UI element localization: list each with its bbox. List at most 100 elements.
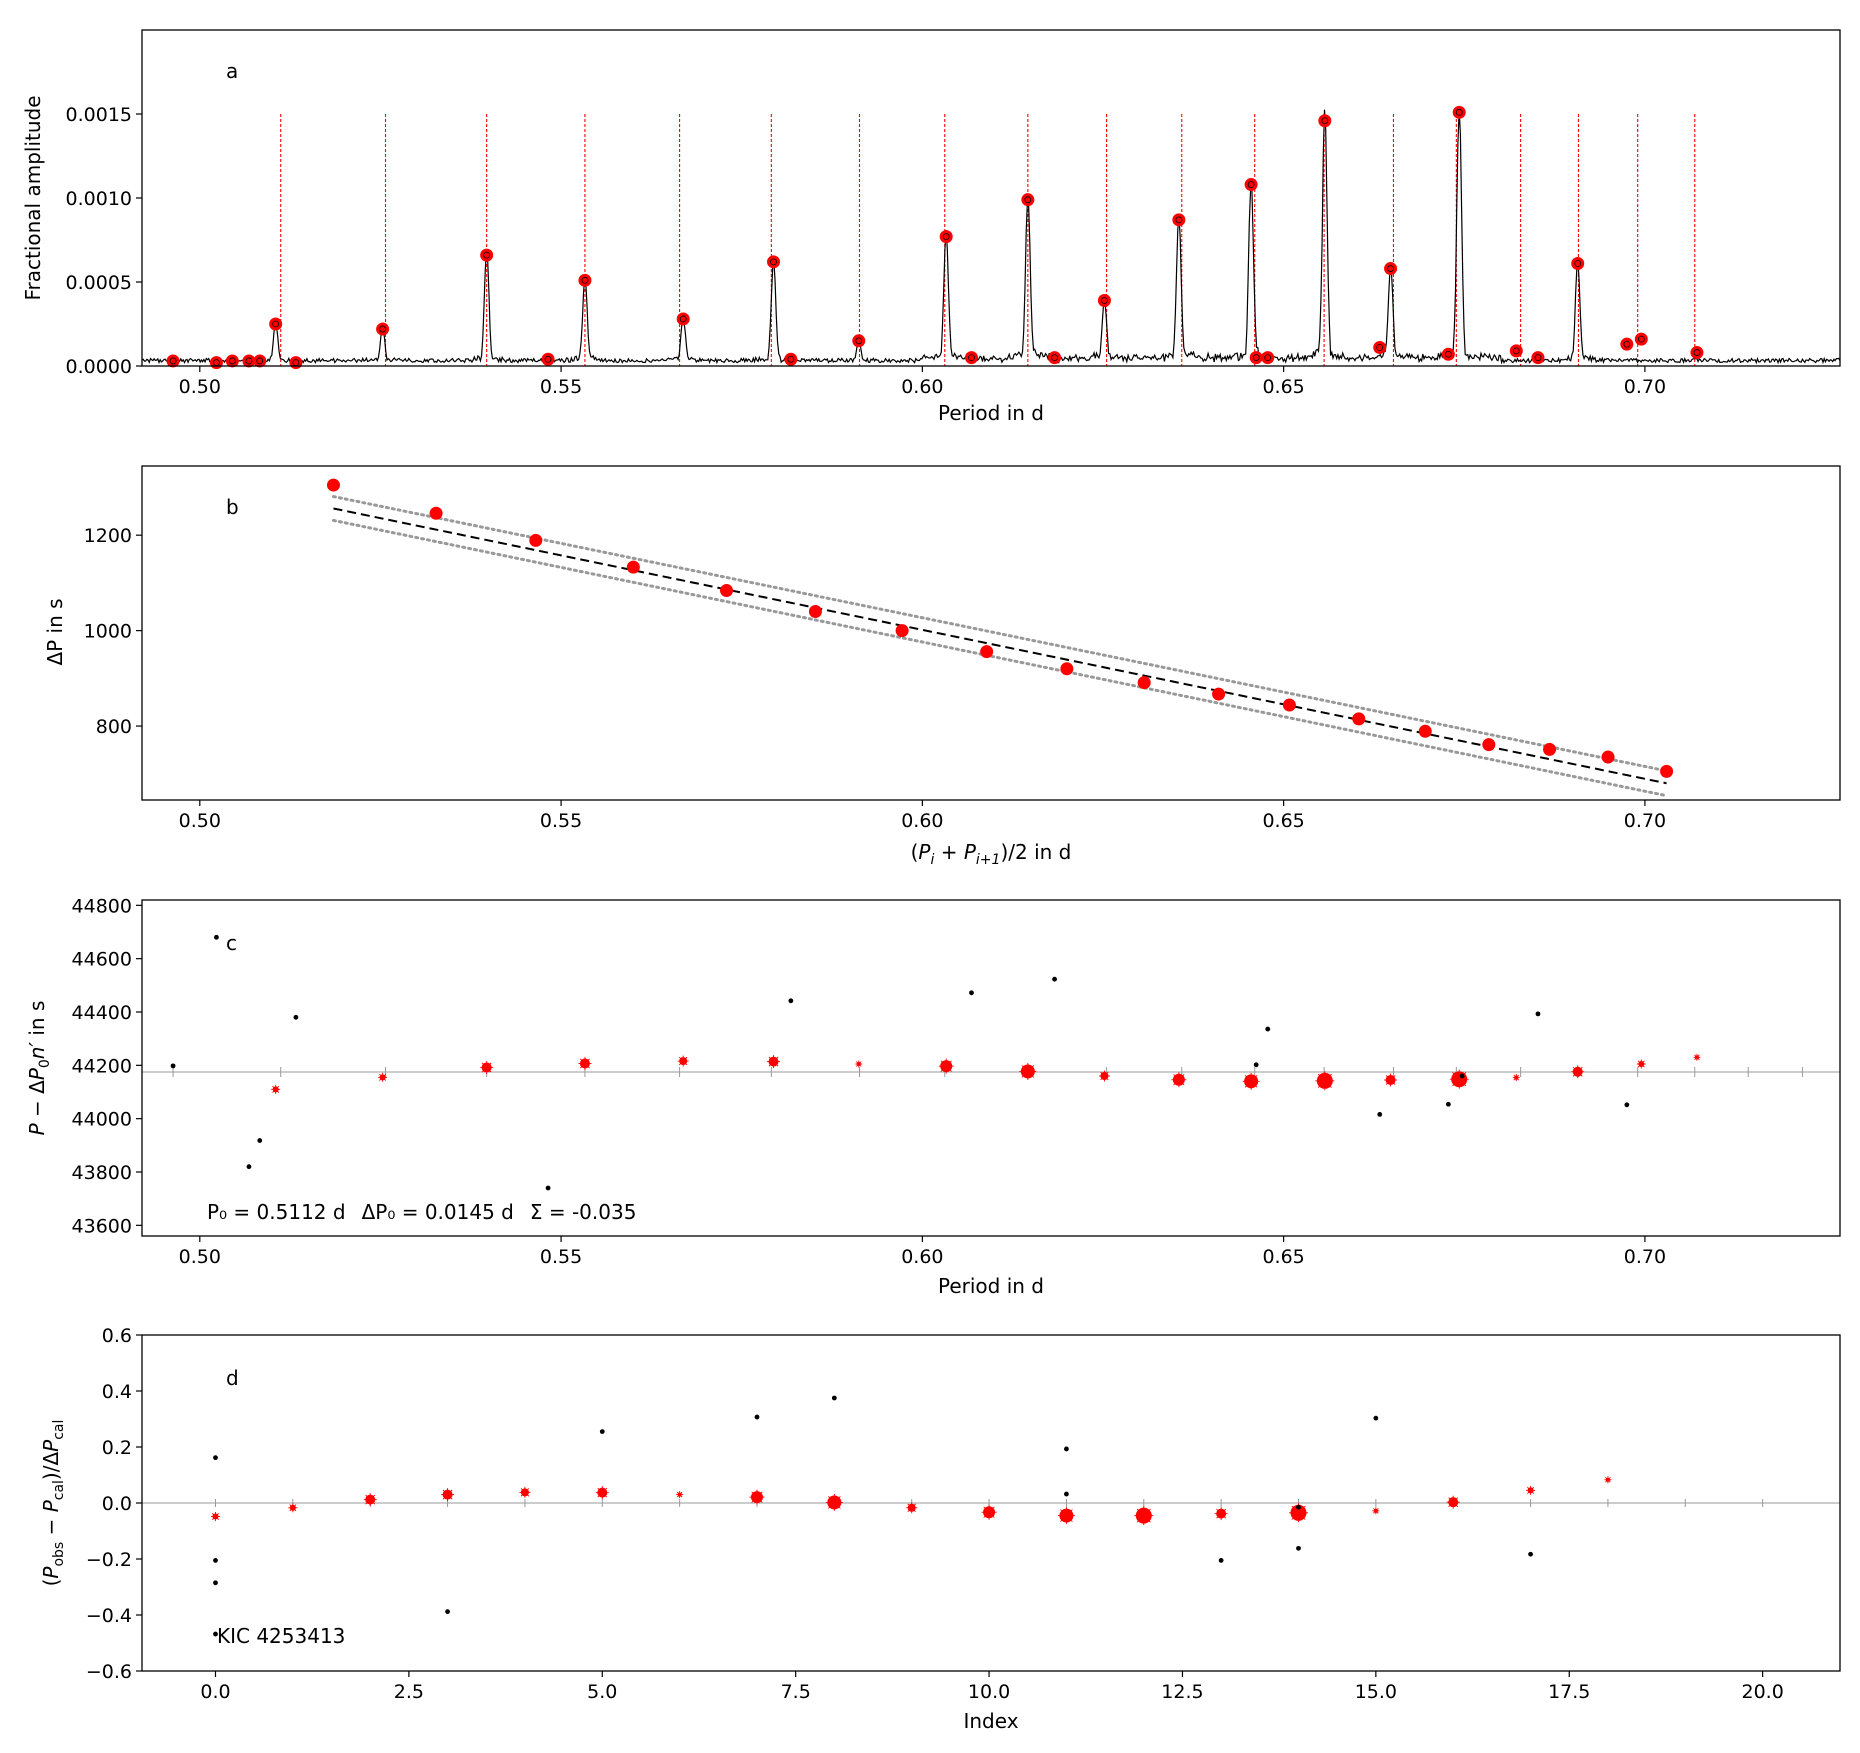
outlier-point (293, 1014, 299, 1020)
spacing-point (1660, 764, 1674, 778)
panel-d-xtick-label: 10.0 (968, 1681, 1010, 1703)
peak-circle-inner (272, 320, 280, 328)
mode-point-spike (1100, 1071, 1109, 1081)
panel-b-letter: b (226, 495, 239, 519)
peak-circle-inner (1376, 344, 1384, 351)
outlier-point (1528, 1551, 1533, 1557)
panel-d-ytick-label: 0.6 (102, 1325, 132, 1347)
mode-point-spike (1373, 1508, 1379, 1514)
panel-c-ylabel-minus: − Δ (25, 1080, 49, 1123)
fit-line (333, 507, 1667, 785)
panel-d-xtick-label: 2.5 (394, 1681, 424, 1703)
mode-point-spike (597, 1487, 608, 1498)
mode-point-spike (855, 1061, 862, 1067)
peak-circle (939, 230, 953, 244)
panel-d-ytick-label: −0.4 (86, 1605, 132, 1627)
spacing-point (720, 584, 734, 598)
panel-d-ylabel-cal2: cal (51, 1420, 67, 1440)
panel-d-xtick-label: 20.0 (1741, 1681, 1783, 1703)
panel-d-residuals: 0.0 2.5 5.0 7.5 10.0 12.5 15.0 17.5 20.0−0.6−0.4… (39, 1325, 1841, 1733)
mode-point-spike (1216, 1508, 1227, 1519)
outlier-point (1373, 1415, 1379, 1421)
mode-point-spike (442, 1489, 453, 1500)
panel-d-ylabel-minus: − (39, 1512, 63, 1541)
panel-a-xtick-label: 0.65 (1262, 376, 1304, 398)
mode-point-spike (983, 1506, 995, 1518)
panel-c-xtick-label: 0.55 (540, 1246, 582, 1268)
panel-d-letter: d (226, 1366, 239, 1390)
peak-circle (209, 356, 223, 370)
panel-d-ytick-label: −0.6 (86, 1661, 132, 1683)
peak-circle (1509, 344, 1523, 358)
outlier-point (1535, 1011, 1541, 1017)
peak-circle (480, 248, 494, 262)
panel-a-xtick-label: 0.60 (901, 376, 943, 398)
mode-point-spike (828, 1496, 841, 1509)
panel-c-ytick-label: 44400 (72, 1002, 132, 1024)
panel-b-period-spacing: 0.50 0.55 0.60 0.65 0.70 800 1000 1200 b (Pi + … (43, 465, 1841, 868)
mode-point-spike (580, 1058, 590, 1069)
outlier-point (445, 1609, 450, 1615)
mode-point-spike (751, 1491, 763, 1503)
outlier-point (1253, 1062, 1259, 1068)
mode-point-spike (520, 1488, 530, 1497)
outlier-point (1459, 1073, 1465, 1079)
panel-b-ytick-label: 800 (96, 716, 132, 738)
peak-circle-inner (1264, 354, 1272, 362)
band-upper-line (331, 495, 1669, 773)
spacing-point (808, 605, 822, 619)
outlier-point (1218, 1558, 1224, 1563)
peak-circle (852, 334, 866, 348)
panel-d-xtick-label: 12.5 (1161, 1681, 1203, 1703)
peak-circle-inner (855, 337, 863, 345)
panel-b-xlabel-pi: P (918, 840, 931, 864)
panel-d-ytick-label: −0.2 (86, 1549, 132, 1571)
panel-a-frame (141, 29, 1841, 367)
spacing-point (1418, 724, 1432, 738)
peak-circle-inner (1175, 216, 1183, 224)
peak-circle-inner (968, 354, 975, 362)
panel-d-ylabel-pobs: P (39, 1566, 63, 1579)
panel-a-ytick-label: 0.0000 (66, 356, 132, 378)
spacing-point (1543, 742, 1557, 756)
outlier-point (545, 1185, 551, 1191)
outlier-point (213, 1558, 218, 1563)
spacing-point (1212, 687, 1226, 701)
panel-c-echelle: 0.50 0.55 0.60 0.65 0.70 43600 43800 44000 44200… (25, 895, 1841, 1298)
panel-a-xlabel: Period in d (938, 401, 1044, 425)
panel-d-xtick-label: 17.5 (1548, 1681, 1590, 1703)
outlier-point (214, 934, 219, 940)
panel-b-ylabel: ΔP in s (43, 598, 67, 665)
mode-point-spike (289, 1504, 297, 1512)
mode-point-spike (1527, 1486, 1535, 1494)
panel-a-xtick-label: 0.50 (179, 376, 221, 398)
panel-b-xlabel-open: ( (911, 840, 919, 864)
peak-circle (1571, 257, 1585, 271)
mode-point-spike (272, 1085, 280, 1093)
panel-a-spectrum: 0.50 0.55 0.60 0.65 0.70 0.0000 0.0005 0.0010 0.… (21, 29, 1841, 425)
peak-circle-inner (1574, 260, 1582, 267)
mode-point-spike (1021, 1065, 1035, 1078)
mode-point-spike (1605, 1476, 1611, 1483)
spacing-point (1352, 712, 1366, 726)
panel-d-ylabel-pcal: P (39, 1499, 63, 1512)
peak-circle-inner (245, 357, 253, 365)
spacing-point (1137, 676, 1151, 690)
spacing-point (529, 533, 543, 547)
mode-point-spike (1060, 1509, 1073, 1522)
peak-circle-inner (169, 357, 177, 365)
mode-point-spike (379, 1073, 387, 1081)
outlier-point (1296, 1504, 1301, 1510)
outlier-point (1377, 1112, 1383, 1117)
band-lower-line (331, 518, 1669, 798)
peak-circle (376, 322, 390, 336)
peak-circle (1021, 193, 1035, 207)
panel-d-ytick-label: 0.0 (102, 1493, 132, 1515)
panel-c-ytick-label: 43800 (72, 1162, 132, 1184)
mode-point-spike (676, 1491, 683, 1498)
panel-c-xtick-label: 0.60 (901, 1246, 943, 1268)
panel-a-ytick-label: 0.0005 (66, 272, 132, 294)
panel-d-xtick-label: 15.0 (1355, 1681, 1397, 1703)
outlier-point (1624, 1102, 1630, 1108)
peak-circle (1634, 332, 1648, 346)
